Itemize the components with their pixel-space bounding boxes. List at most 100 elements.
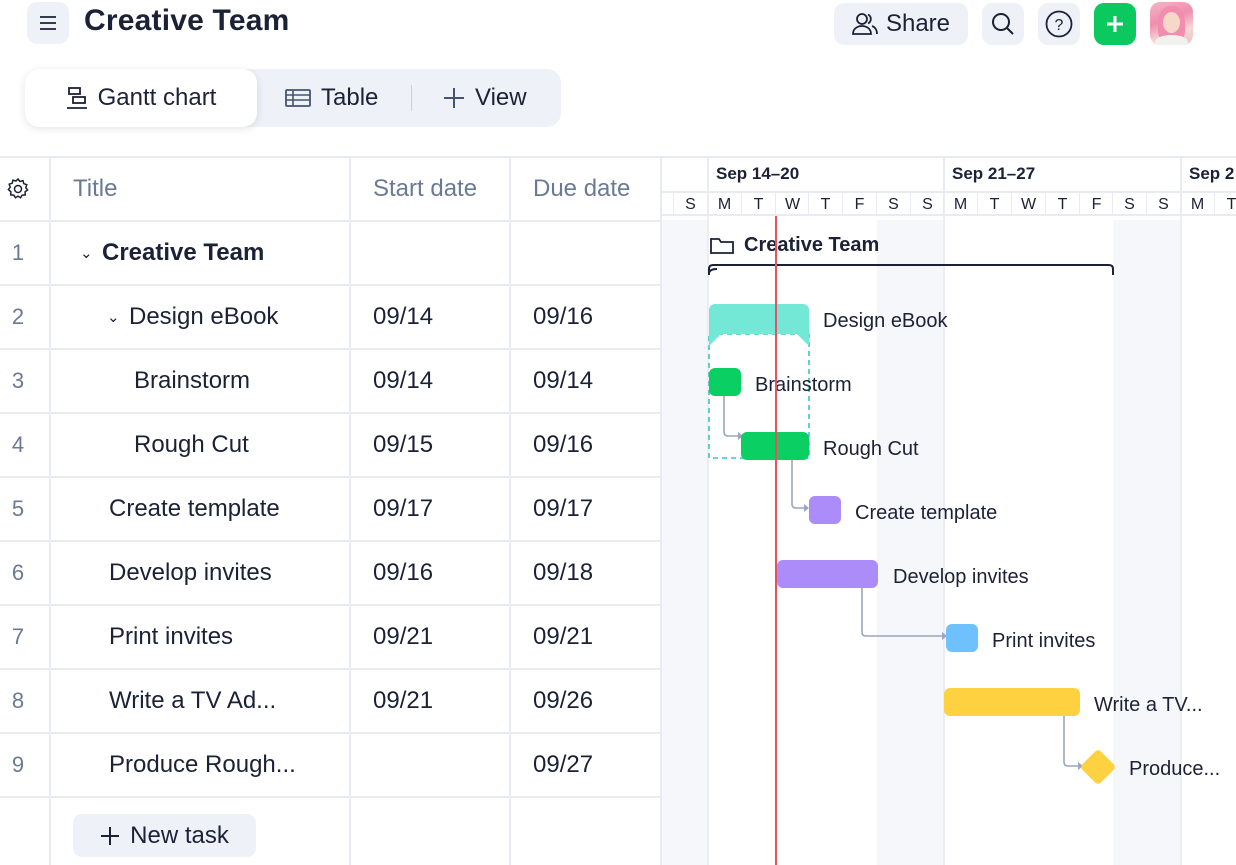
- new-task-button[interactable]: New task: [73, 814, 256, 857]
- gear-icon: [7, 177, 29, 199]
- bar-label: Write a TV...: [1094, 694, 1203, 716]
- chevron-down-icon[interactable]: ⌄: [107, 309, 120, 326]
- table-row[interactable]: 1 ⌄ Creative Team: [0, 222, 660, 286]
- row-number: 6: [11, 560, 25, 585]
- view-tabs: Gantt chart Table View: [25, 69, 561, 127]
- bar-label: Create template: [855, 502, 998, 524]
- gantt-bar-develop-invites[interactable]: [777, 560, 878, 588]
- task-title[interactable]: Print invites: [109, 623, 234, 650]
- gantt-bar-print-invites[interactable]: [946, 624, 978, 652]
- column-header-start-date[interactable]: Start date: [373, 175, 478, 202]
- table-row[interactable]: 9 Produce Rough... 09/27: [0, 734, 660, 798]
- menu-icon: [40, 16, 56, 30]
- search-icon: [992, 12, 1014, 35]
- table-row[interactable]: 7 Print invites 09/21 09/21: [0, 606, 660, 670]
- avatar[interactable]: [1150, 2, 1193, 45]
- plus-icon: [1107, 15, 1123, 32]
- due-date[interactable]: 09/27: [533, 751, 594, 778]
- table-row[interactable]: 8 Write a TV Ad... 09/21 09/26: [0, 670, 660, 734]
- help-icon: ?: [1045, 10, 1073, 37]
- group-label[interactable]: Creative Team: [710, 234, 879, 257]
- weekend-shade: [877, 220, 944, 865]
- due-date[interactable]: 09/21: [533, 623, 594, 650]
- gantt-bar-create-template[interactable]: [809, 496, 841, 524]
- bar-label: Rough Cut: [823, 438, 919, 460]
- due-date[interactable]: 09/14: [533, 367, 594, 394]
- tab-divider: [411, 85, 412, 111]
- weekend-shade: [662, 220, 707, 865]
- task-title[interactable]: Rough Cut: [134, 431, 249, 458]
- task-grid: Title Start date Due date 1 ⌄ Creative Te…: [0, 156, 660, 865]
- due-date[interactable]: 09/26: [533, 687, 594, 714]
- grid-header: Title Start date Due date: [0, 158, 660, 222]
- task-title[interactable]: ⌄ Creative Team: [80, 239, 265, 266]
- row-number: 9: [11, 752, 25, 777]
- start-date[interactable]: 09/15: [373, 431, 434, 458]
- start-date[interactable]: 09/21: [373, 687, 434, 714]
- tab-table[interactable]: Table: [285, 69, 378, 127]
- page-title: Creative Team: [84, 4, 290, 37]
- table-row[interactable]: 4 Rough Cut 09/15 09/16: [0, 414, 660, 478]
- weekend-shade: [1113, 220, 1180, 865]
- row-number: 7: [11, 624, 25, 649]
- top-actions: Share ?: [834, 2, 1193, 45]
- add-view-button[interactable]: View: [443, 69, 527, 127]
- plus-icon: [101, 826, 120, 845]
- task-title[interactable]: Create template: [109, 495, 280, 522]
- bar-label: Design eBook: [823, 310, 948, 332]
- chevron-down-icon[interactable]: ⌄: [80, 245, 93, 262]
- column-header-due-date[interactable]: Due date: [533, 175, 631, 202]
- start-date[interactable]: 09/16: [373, 559, 434, 586]
- add-button[interactable]: [1094, 2, 1136, 45]
- folder-icon: [710, 237, 734, 254]
- day-header: S M T W T F S S M T W T F S S M T: [662, 191, 1236, 216]
- task-title[interactable]: Develop invites: [109, 559, 272, 586]
- plus-icon: [444, 88, 464, 108]
- bar-label: Develop invites: [893, 566, 1029, 588]
- task-title[interactable]: Write a TV Ad...: [109, 687, 277, 714]
- help-button[interactable]: ?: [1038, 2, 1080, 45]
- tab-gantt-chart[interactable]: Gantt chart: [25, 69, 257, 127]
- table-icon: [285, 89, 311, 107]
- bar-label: Brainstorm: [755, 374, 852, 396]
- row-number: 8: [11, 688, 25, 713]
- start-date[interactable]: 09/14: [373, 367, 434, 394]
- users-icon: [852, 12, 878, 35]
- bar-label: Print invites: [992, 630, 1096, 652]
- gantt-bar-brainstorm[interactable]: [709, 368, 741, 396]
- menu-button[interactable]: [27, 2, 69, 44]
- start-date[interactable]: 09/17: [373, 495, 434, 522]
- tab-label: Table: [321, 84, 379, 111]
- start-date[interactable]: 09/21: [373, 623, 434, 650]
- row-number: 2: [11, 304, 25, 329]
- week-label: Sep 2: [1189, 164, 1235, 183]
- due-date[interactable]: 09/16: [533, 431, 594, 458]
- table-row[interactable]: 2 ⌄ Design eBook 09/14 09/16: [0, 286, 660, 350]
- tab-label: View: [475, 84, 527, 111]
- row-number: 4: [11, 432, 25, 457]
- svg-text:?: ?: [1055, 17, 1064, 34]
- start-date[interactable]: 09/14: [373, 303, 434, 330]
- today-marker: [775, 216, 777, 865]
- task-title[interactable]: Brainstorm: [134, 367, 251, 394]
- due-date[interactable]: 09/17: [533, 495, 594, 522]
- due-date[interactable]: 09/16: [533, 303, 594, 330]
- gantt-bar-write-tv-ad[interactable]: [944, 688, 1080, 716]
- gantt-icon: [66, 87, 87, 109]
- search-button[interactable]: [982, 2, 1024, 45]
- column-settings-button[interactable]: [0, 158, 36, 220]
- row-number: 3: [11, 368, 25, 393]
- bar-label: Produce...: [1129, 758, 1221, 780]
- row-number: 5: [11, 496, 25, 521]
- row-number: 1: [11, 240, 25, 265]
- share-button[interactable]: Share: [834, 2, 968, 45]
- share-label: Share: [885, 9, 951, 37]
- column-header-title[interactable]: Title: [73, 175, 118, 202]
- task-title[interactable]: Produce Rough...: [109, 751, 296, 778]
- table-row[interactable]: 6 Develop invites 09/16 09/18: [0, 542, 660, 606]
- task-title[interactable]: ⌄ Design eBook: [107, 303, 279, 330]
- table-row[interactable]: 5 Create template 09/17 09/17: [0, 478, 660, 542]
- gantt-bar-design-ebook[interactable]: [709, 304, 809, 332]
- table-row[interactable]: 3 Brainstorm 09/14 09/14: [0, 350, 660, 414]
- due-date[interactable]: 09/18: [533, 559, 594, 586]
